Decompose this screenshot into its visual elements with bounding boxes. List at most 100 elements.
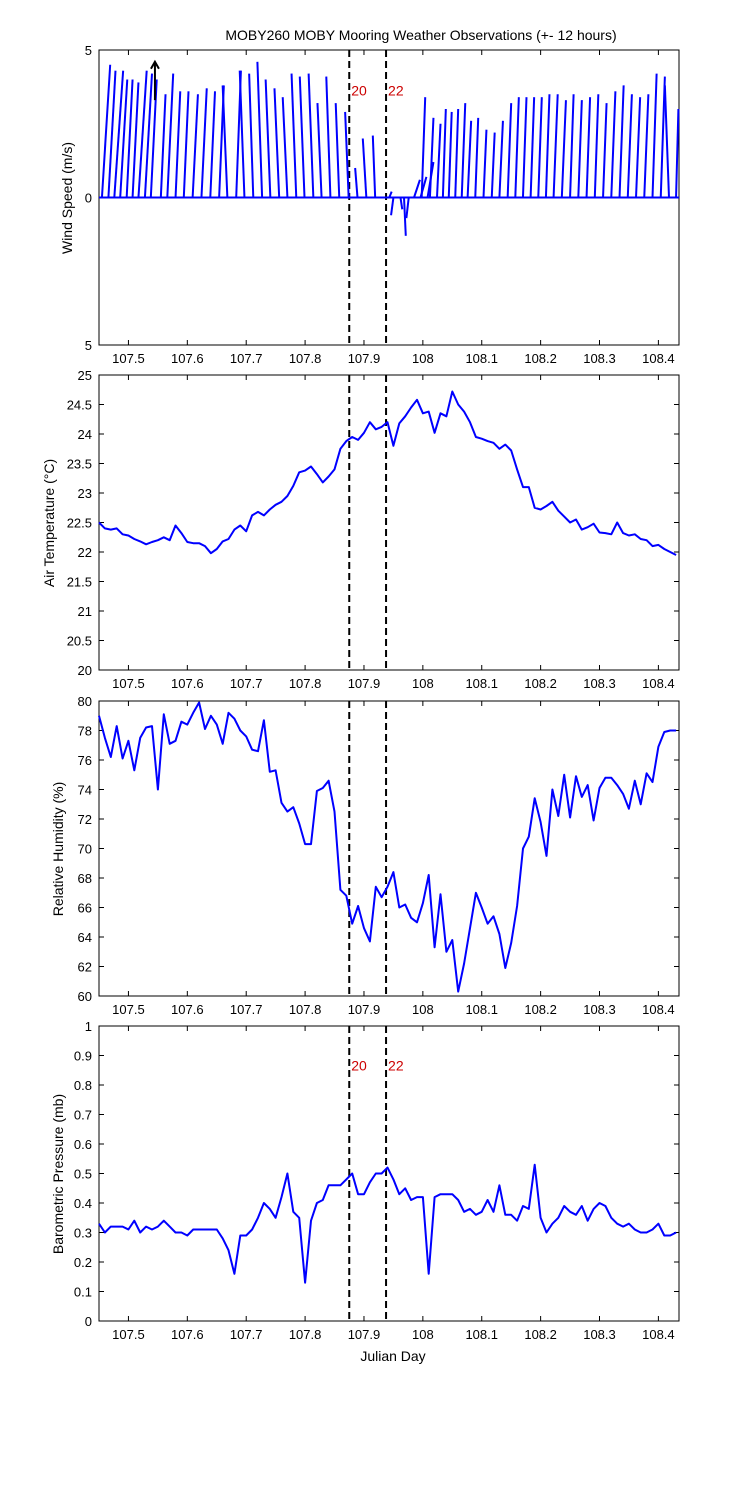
wind-vector	[447, 111, 453, 198]
wind-vector	[420, 97, 427, 198]
wind-vector	[290, 73, 298, 198]
wind-vector	[537, 97, 543, 198]
wind-vector	[221, 85, 229, 198]
y-tick-label: 74	[78, 783, 92, 798]
y-tick-label: 23	[78, 486, 92, 501]
x-tick-label: 107.7	[230, 676, 263, 691]
y-tick-label: 0.4	[74, 1196, 92, 1211]
y-tick-label: 21	[78, 604, 92, 619]
air-temperature-panel: 107.5 107.6 107.7 107.8 107.9 108 108.1 108.2 10…	[67, 368, 680, 691]
x-tick-label: 107.6	[171, 676, 204, 691]
wind-vector	[474, 117, 480, 198]
wind-speed-ylabel: Wind Speed (m/s)	[59, 142, 75, 254]
wind-vector	[256, 61, 264, 198]
x-tick-label: 107.5	[112, 1002, 145, 1017]
y-tick-label: 76	[78, 753, 92, 768]
y-tick-label: 70	[78, 842, 92, 857]
y-tick-label: 0.5	[74, 1167, 92, 1182]
x-tick-label: 108.3	[583, 1002, 616, 1017]
y-tick-label: 23.5	[67, 457, 92, 472]
y-tick-label: 68	[78, 871, 92, 886]
y-tick-label: 0.3	[74, 1226, 92, 1241]
x-axis-label: Julian Day	[360, 1348, 425, 1364]
wind-vector	[334, 103, 341, 198]
plot-frame	[98, 700, 680, 997]
wind-vector	[544, 94, 551, 198]
plot-frame	[98, 1025, 680, 1322]
x-tick-label: 107.9	[348, 351, 381, 366]
wind-vector	[413, 179, 421, 198]
wind-vector	[635, 97, 642, 198]
x-tick-label: 107.9	[348, 676, 381, 691]
x-tick-label: 108.1	[465, 676, 498, 691]
time-marker-label: 22	[388, 1057, 404, 1073]
wind-vector	[354, 167, 359, 198]
relative-humidity-panel: 107.5 107.6 107.7 107.8 107.9 108 108.1 108.2 10…	[78, 694, 680, 1017]
y-tick-label: 21.5	[67, 575, 92, 590]
x-tick-label: 107.9	[348, 1002, 381, 1017]
x-tick-label: 107.8	[289, 1327, 322, 1342]
barometric-pressure-ylabel: Barometric Pressure (mb)	[50, 1094, 66, 1254]
x-tick-label: 108.3	[583, 1327, 616, 1342]
wind-vector	[460, 103, 467, 198]
wind-vector	[344, 111, 350, 198]
y-tick-label: 24	[78, 427, 92, 442]
x-tick-label: 108.4	[642, 676, 675, 691]
x-tick-label: 108	[412, 1002, 434, 1017]
wind-vector	[610, 91, 617, 198]
x-tick-label: 108	[412, 676, 434, 691]
y-tick-label: 66	[78, 901, 92, 916]
x-tick-label: 107.5	[112, 676, 145, 691]
wind-vector	[428, 117, 435, 198]
x-tick-label: 107.7	[230, 351, 263, 366]
x-tick-label: 107.8	[289, 676, 322, 691]
wind-vector	[100, 64, 112, 198]
x-tick-label: 107.8	[289, 351, 322, 366]
wind-vector	[405, 197, 410, 219]
x-tick-label: 107.6	[171, 1327, 204, 1342]
x-tick-label: 108	[412, 351, 434, 366]
wind-vector	[143, 73, 153, 198]
y-tick-label: 0.2	[74, 1255, 92, 1270]
wind-vector	[191, 94, 199, 198]
series-line	[98, 701, 677, 993]
wind-vector	[435, 123, 442, 198]
y-tick-label: 22.5	[67, 516, 92, 531]
wind-vector	[131, 82, 140, 198]
y-tick-label: 5	[85, 43, 92, 58]
x-tick-label: 108.4	[642, 351, 675, 366]
y-tick-label: 24.5	[67, 398, 92, 413]
y-tick-label: 60	[78, 989, 92, 1004]
wind-vector	[273, 88, 281, 198]
x-tick-label: 108.3	[583, 351, 616, 366]
wind-vector	[490, 132, 496, 198]
x-tick-label: 108.4	[642, 1327, 675, 1342]
x-tick-label: 108.2	[524, 351, 557, 366]
x-tick-label: 108.2	[524, 676, 557, 691]
y-tick-label: 20	[78, 663, 92, 678]
wind-vector	[371, 135, 377, 198]
wind-vector	[125, 79, 134, 198]
x-tick-label: 107.7	[230, 1002, 263, 1017]
wind-vector	[498, 120, 504, 198]
wind-speed-panel: 107.5 107.6 107.7 107.8 107.9 108 108.1 108.2 10…	[85, 43, 680, 366]
wind-vector	[514, 97, 520, 198]
time-marker-label: 20	[351, 83, 367, 99]
wind-vector	[388, 191, 393, 198]
time-marker-label: 22	[388, 83, 404, 99]
series-line	[98, 390, 677, 556]
wind-vector	[466, 120, 473, 198]
x-tick-label: 108.3	[583, 676, 616, 691]
wind-vector	[174, 91, 182, 198]
wind-vector	[298, 76, 306, 198]
y-tick-label: 0.8	[74, 1078, 92, 1093]
y-tick-label: 64	[78, 930, 92, 945]
series-line	[98, 1163, 677, 1284]
wind-vector	[113, 70, 125, 198]
y-tick-label: 62	[78, 960, 92, 975]
wind-vector	[209, 91, 216, 198]
y-tick-label: 1	[85, 1019, 92, 1034]
y-tick-label: 20.5	[67, 634, 92, 649]
wind-vector	[651, 73, 658, 198]
